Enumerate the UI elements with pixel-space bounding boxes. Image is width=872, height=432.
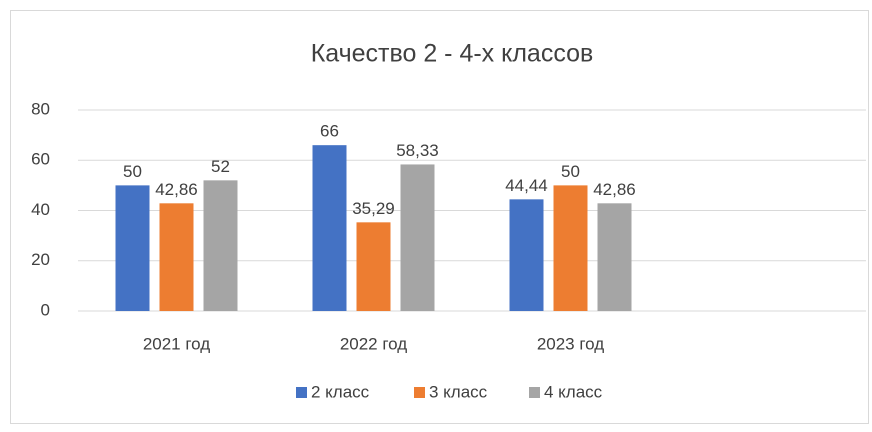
legend-label: 4 класс — [544, 382, 603, 401]
data-label: 52 — [211, 157, 230, 176]
data-label: 50 — [561, 162, 580, 181]
data-label: 66 — [320, 122, 339, 141]
data-label: 50 — [123, 162, 142, 181]
data-label: 35,29 — [352, 199, 395, 218]
legend-swatch — [529, 387, 540, 398]
data-label: 42,86 — [155, 180, 198, 199]
chart-title: Качество 2 - 4-х классов — [311, 40, 594, 68]
x-tick-label: 2021 год — [143, 334, 210, 353]
x-tick-label: 2022 год — [340, 334, 407, 353]
bar — [356, 222, 391, 311]
y-tick-label: 0 — [41, 300, 50, 319]
x-tick-label: 2023 год — [537, 334, 604, 353]
bar — [597, 203, 632, 311]
bar — [509, 199, 544, 311]
data-label: 44,44 — [505, 176, 548, 195]
data-label: 42,86 — [593, 180, 636, 199]
bar — [400, 164, 435, 311]
bar — [553, 185, 588, 311]
bar — [203, 180, 238, 311]
data-label: 58,33 — [396, 141, 439, 160]
chart-frame — [10, 10, 869, 424]
y-tick-label: 20 — [31, 250, 50, 269]
y-tick-label: 60 — [31, 150, 50, 169]
legend-swatch — [296, 387, 307, 398]
legend-label: 2 класс — [311, 382, 370, 401]
bar — [312, 145, 347, 311]
legend-label: 3 класс — [429, 382, 488, 401]
bar — [159, 203, 194, 311]
y-tick-label: 80 — [31, 99, 50, 118]
bar — [115, 185, 150, 311]
y-tick-label: 40 — [31, 200, 50, 219]
legend-swatch — [414, 387, 425, 398]
